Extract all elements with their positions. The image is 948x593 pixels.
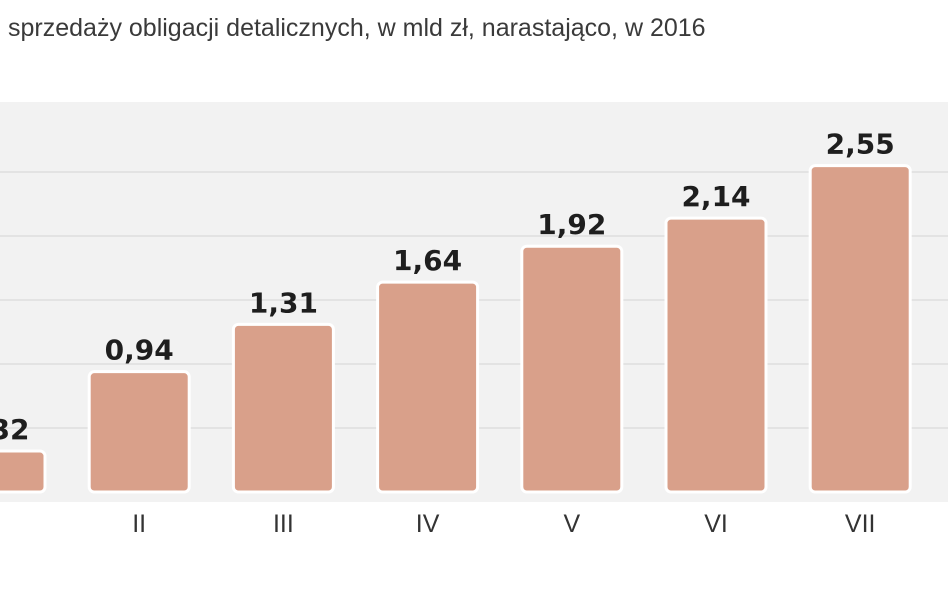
category-label-II: II: [132, 510, 146, 538]
category-label-V: V: [563, 510, 580, 538]
value-label-V: 1,92: [537, 208, 606, 241]
category-label-III: III: [273, 510, 294, 538]
bar-V: [520, 244, 624, 494]
value-label-III: 1,31: [249, 286, 318, 319]
value-label-I: 0,32: [0, 413, 30, 446]
bar-IV: [376, 280, 480, 494]
bar-III: [231, 322, 335, 494]
bar-VI: [664, 216, 768, 494]
bar-I: [0, 449, 47, 494]
value-label-IV: 1,64: [393, 244, 462, 277]
bar-II: [87, 370, 191, 494]
bar-VII: [808, 164, 912, 494]
category-label-VI: VI: [704, 510, 728, 538]
value-label-II: 0,94: [105, 334, 174, 367]
chart-title: sprzedaży obligacji detalicznych, w mld …: [8, 14, 706, 42]
value-label-VII: 2,55: [826, 128, 895, 161]
value-label-VI: 2,14: [681, 180, 750, 213]
category-label-VII: VII: [845, 510, 876, 538]
category-label-IV: IV: [416, 510, 440, 538]
